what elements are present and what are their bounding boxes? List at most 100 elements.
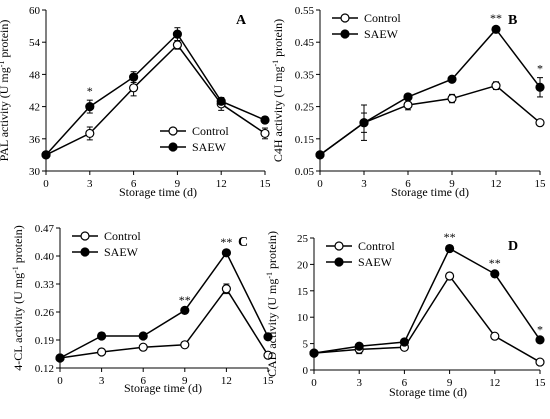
x-tick-label: 6 — [140, 375, 146, 387]
x-tick-label: 0 — [43, 178, 49, 190]
data-point-saew — [41, 150, 51, 160]
data-point-control — [263, 350, 273, 360]
x-axis-title: Storage time (d) — [389, 385, 467, 399]
data-point-control — [535, 357, 545, 367]
panel-letter: B — [508, 13, 517, 28]
series-line-saew — [313, 247, 541, 354]
data-point-saew — [354, 341, 364, 351]
x-tick-label: 15 — [535, 178, 547, 190]
y-tick-label: 0.26 — [35, 307, 55, 319]
y-tick-label: 20 — [297, 259, 309, 271]
x-tick-label: 0 — [317, 178, 323, 190]
x-tick-label: 6 — [402, 377, 408, 389]
data-point-control — [535, 118, 545, 128]
data-point-control — [221, 284, 231, 294]
data-point-control — [85, 128, 95, 139]
data-point-saew — [535, 335, 545, 345]
legend-label: Control — [192, 124, 229, 138]
data-point-saew — [96, 331, 107, 341]
significance-marker: * — [537, 62, 543, 76]
significance-marker: * — [87, 84, 93, 98]
data-point-control — [129, 83, 139, 93]
legend-marker — [334, 257, 344, 267]
x-tick-label: 15 — [263, 375, 275, 387]
panel-letter: A — [236, 13, 247, 28]
x-tick-label: 3 — [87, 178, 93, 190]
legend-marker — [168, 126, 178, 136]
significance-marker: ** — [489, 256, 501, 270]
data-point-control — [180, 340, 190, 350]
x-tick-label: 6 — [405, 178, 411, 190]
data-point-control — [490, 331, 500, 341]
y-tick-label: 0.12 — [35, 363, 54, 375]
legend-marker — [340, 29, 350, 39]
data-point-saew — [403, 92, 413, 102]
x-tick-label: 9 — [175, 178, 181, 190]
y-tick-label: 0 — [303, 365, 309, 377]
y-axis-title: C4H activity (U mg-1 protein) — [271, 19, 285, 162]
legend-label: SAEW — [358, 255, 393, 269]
x-tick-label: 12 — [491, 178, 502, 190]
data-point-saew — [535, 82, 545, 92]
x-tick-label: 3 — [99, 375, 105, 387]
y-tick-label: 48 — [29, 69, 41, 81]
data-point-control — [96, 347, 107, 357]
data-point-saew — [309, 348, 319, 358]
y-tick-label: 0.45 — [295, 37, 315, 49]
legend-label: SAEW — [104, 245, 139, 259]
data-point-control — [447, 93, 457, 104]
x-tick-label: 12 — [221, 375, 232, 387]
x-axis-title: Storage time (d) — [119, 185, 197, 199]
data-point-saew — [491, 24, 501, 34]
data-point-saew — [216, 96, 226, 106]
x-tick-label: 15 — [535, 377, 547, 389]
legend-label: SAEW — [364, 27, 399, 41]
y-tick-label: 15 — [297, 286, 309, 298]
x-axis-title: Storage time (d) — [391, 185, 469, 199]
panel-letter: D — [508, 239, 518, 254]
legend-marker — [334, 241, 344, 251]
significance-marker: ** — [179, 293, 191, 307]
data-point-saew — [129, 72, 139, 82]
y-tick-label: 25 — [297, 233, 309, 245]
data-point-control — [445, 271, 455, 281]
legend-label: SAEW — [192, 140, 227, 154]
panel-letter: C — [238, 235, 248, 250]
y-tick-label: 0.05 — [295, 166, 315, 178]
data-point-saew — [399, 337, 409, 347]
y-axis-title: CAD activity (U mg-1 protein) — [265, 231, 279, 377]
x-tick-label: 0 — [311, 377, 317, 389]
data-point-saew — [490, 269, 500, 279]
legend-marker — [340, 13, 350, 23]
y-tick-label: 0.19 — [35, 335, 55, 347]
data-point-saew — [55, 353, 65, 363]
legend-marker — [168, 142, 178, 152]
y-tick-label: 36 — [29, 134, 41, 146]
y-tick-label: 0.47 — [35, 223, 55, 235]
data-point-saew — [447, 74, 457, 84]
series-line-control — [45, 43, 266, 156]
y-tick-label: 10 — [297, 312, 309, 324]
significance-marker: ** — [444, 230, 456, 244]
data-point-saew — [260, 115, 270, 125]
y-tick-label: 0.33 — [35, 279, 55, 291]
data-point-saew — [85, 101, 95, 112]
x-tick-label: 0 — [57, 375, 63, 387]
y-tick-label: 60 — [29, 5, 41, 17]
x-tick-label: 9 — [182, 375, 188, 387]
y-tick-label: 0.15 — [295, 134, 315, 146]
significance-marker: * — [537, 322, 543, 336]
data-point-saew — [172, 29, 182, 39]
y-tick-label: 0.35 — [295, 69, 315, 81]
x-tick-label: 9 — [447, 377, 453, 389]
series-line-control — [59, 287, 269, 359]
data-point-saew — [180, 305, 190, 315]
y-tick-label: 54 — [29, 37, 41, 49]
y-tick-label: 0.40 — [35, 251, 55, 263]
significance-marker: ** — [490, 11, 502, 25]
series-line-saew — [59, 251, 269, 359]
